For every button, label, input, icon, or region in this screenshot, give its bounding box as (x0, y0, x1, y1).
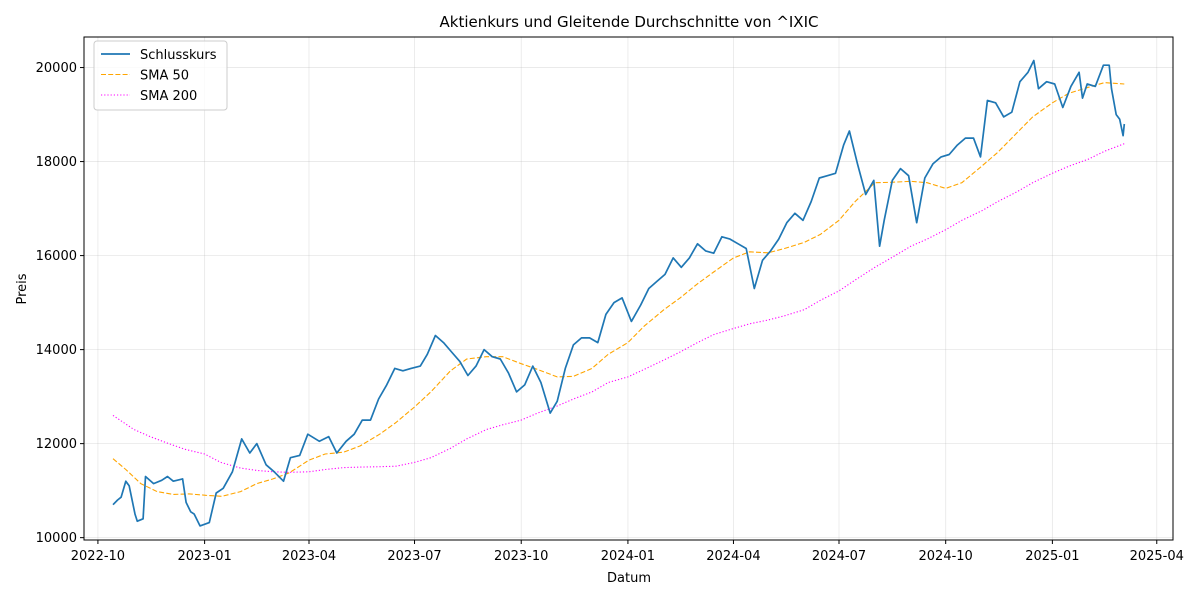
x-axis-ticks: 2022-10 2023-01 2023-04 2023-07 2023-10 2024-… (71, 540, 1184, 564)
series-line-sma-50 (112, 82, 1125, 497)
x-tick-label: 2023-04 (282, 549, 336, 564)
legend: Schlusskurs SMA 50 SMA 200 (93, 40, 228, 111)
legend-label: SMA 50 (140, 69, 189, 84)
series-lines (112, 59, 1126, 527)
x-tick-label: 2024-01 (601, 549, 655, 564)
x-tick-label: 2023-07 (387, 549, 441, 564)
chart-title: Aktienkurs und Gleitende Durchschnitte v… (440, 13, 819, 31)
y-tick-label: 14000 (36, 343, 77, 358)
x-tick-label: 2022-10 (71, 549, 125, 564)
x-tick-label: 2024-10 (919, 549, 973, 564)
x-tick-label: 2025-01 (1025, 549, 1079, 564)
x-tick-label: 2023-10 (494, 549, 548, 564)
grid (84, 37, 1173, 540)
y-axis-label: Preis (15, 273, 30, 304)
legend-label: Schlusskurs (140, 48, 217, 63)
series-line-sma-200 (112, 143, 1125, 473)
y-axis-ticks: 10000 12000 14000 16000 18000 20000 (36, 61, 84, 546)
x-axis-label: Datum (607, 571, 651, 586)
y-tick-label: 16000 (36, 249, 77, 264)
plot-frame (83, 36, 1174, 541)
y-tick-label: 18000 (36, 155, 77, 170)
x-tick-label: 2025-04 (1130, 549, 1184, 564)
y-tick-label: 12000 (36, 437, 77, 452)
legend-label: SMA 200 (140, 89, 197, 104)
x-tick-label: 2024-04 (706, 549, 760, 564)
x-tick-label: 2023-01 (177, 549, 231, 564)
y-tick-label: 20000 (36, 61, 77, 76)
legend-box (93, 40, 228, 111)
series-line-schlusskurs (112, 59, 1126, 527)
x-tick-label: 2024-07 (812, 549, 866, 564)
y-tick-label: 10000 (36, 531, 77, 546)
